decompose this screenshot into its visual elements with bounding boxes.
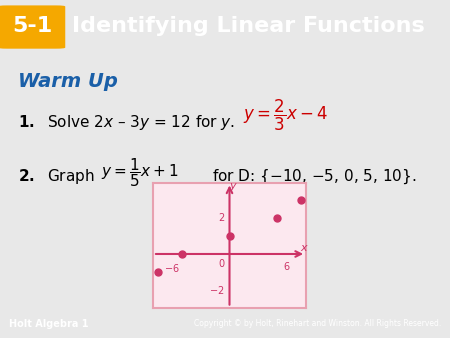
Text: x: x: [300, 243, 306, 253]
Text: $y = \dfrac{1}{5}x + 1$: $y = \dfrac{1}{5}x + 1$: [101, 156, 179, 189]
Text: $\bf{2.}$  Graph: $\bf{2.}$ Graph: [18, 167, 94, 186]
Text: Warm Up: Warm Up: [18, 72, 118, 91]
Text: y: y: [230, 181, 236, 191]
Text: Copyright © by Holt, Rinehart and Winston. All Rights Reserved.: Copyright © by Holt, Rinehart and Winsto…: [194, 319, 441, 328]
Text: 6: 6: [284, 262, 290, 272]
Text: Identifying Linear Functions: Identifying Linear Functions: [72, 16, 425, 36]
Text: $-$2: $-$2: [209, 284, 225, 296]
Text: 2: 2: [218, 213, 225, 223]
FancyBboxPatch shape: [0, 5, 65, 49]
Text: $y = \dfrac{2}{3}x - 4$: $y = \dfrac{2}{3}x - 4$: [243, 98, 328, 133]
Text: for D: {$-$10, $-$5, 0, 5, 10}.: for D: {$-$10, $-$5, 0, 5, 10}.: [212, 167, 416, 186]
Text: Holt Algebra 1: Holt Algebra 1: [9, 319, 89, 329]
Text: $-$6: $-$6: [164, 262, 180, 274]
Text: $\bf{1.}$  Solve 2$x$ – 3$y$ = 12 for $y$.: $\bf{1.}$ Solve 2$x$ – 3$y$ = 12 for $y$…: [18, 114, 235, 132]
Text: 5-1: 5-1: [12, 16, 52, 36]
Text: 0: 0: [219, 259, 225, 269]
